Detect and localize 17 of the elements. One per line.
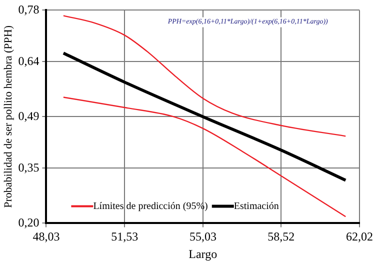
y-axis-title: Probabilidad de ser pollito hembra (PPH) <box>2 25 14 208</box>
line-series <box>62 52 348 182</box>
x-tick-label: 55,03 <box>189 230 216 244</box>
x-axis-title: Largo <box>188 246 218 261</box>
y-tick-label: 0,64 <box>18 54 40 68</box>
line-series <box>62 96 346 218</box>
y-tick-label: 0,35 <box>18 160 40 174</box>
x-tick-label: 62,02 <box>346 230 373 244</box>
legend-label: Estimación <box>234 200 279 212</box>
line-series <box>62 15 346 137</box>
x-tick-label: 58,52 <box>268 230 295 244</box>
y-tick-label: 0,78 <box>18 2 40 16</box>
x-tick-label: 51,53 <box>111 230 138 244</box>
x-tick-label: 48,03 <box>32 230 60 244</box>
y-tick-label: 0,49 <box>18 108 40 123</box>
y-tick-label: 0,20 <box>18 215 40 230</box>
legend-label: Límites de predicción (95%) <box>93 200 208 212</box>
